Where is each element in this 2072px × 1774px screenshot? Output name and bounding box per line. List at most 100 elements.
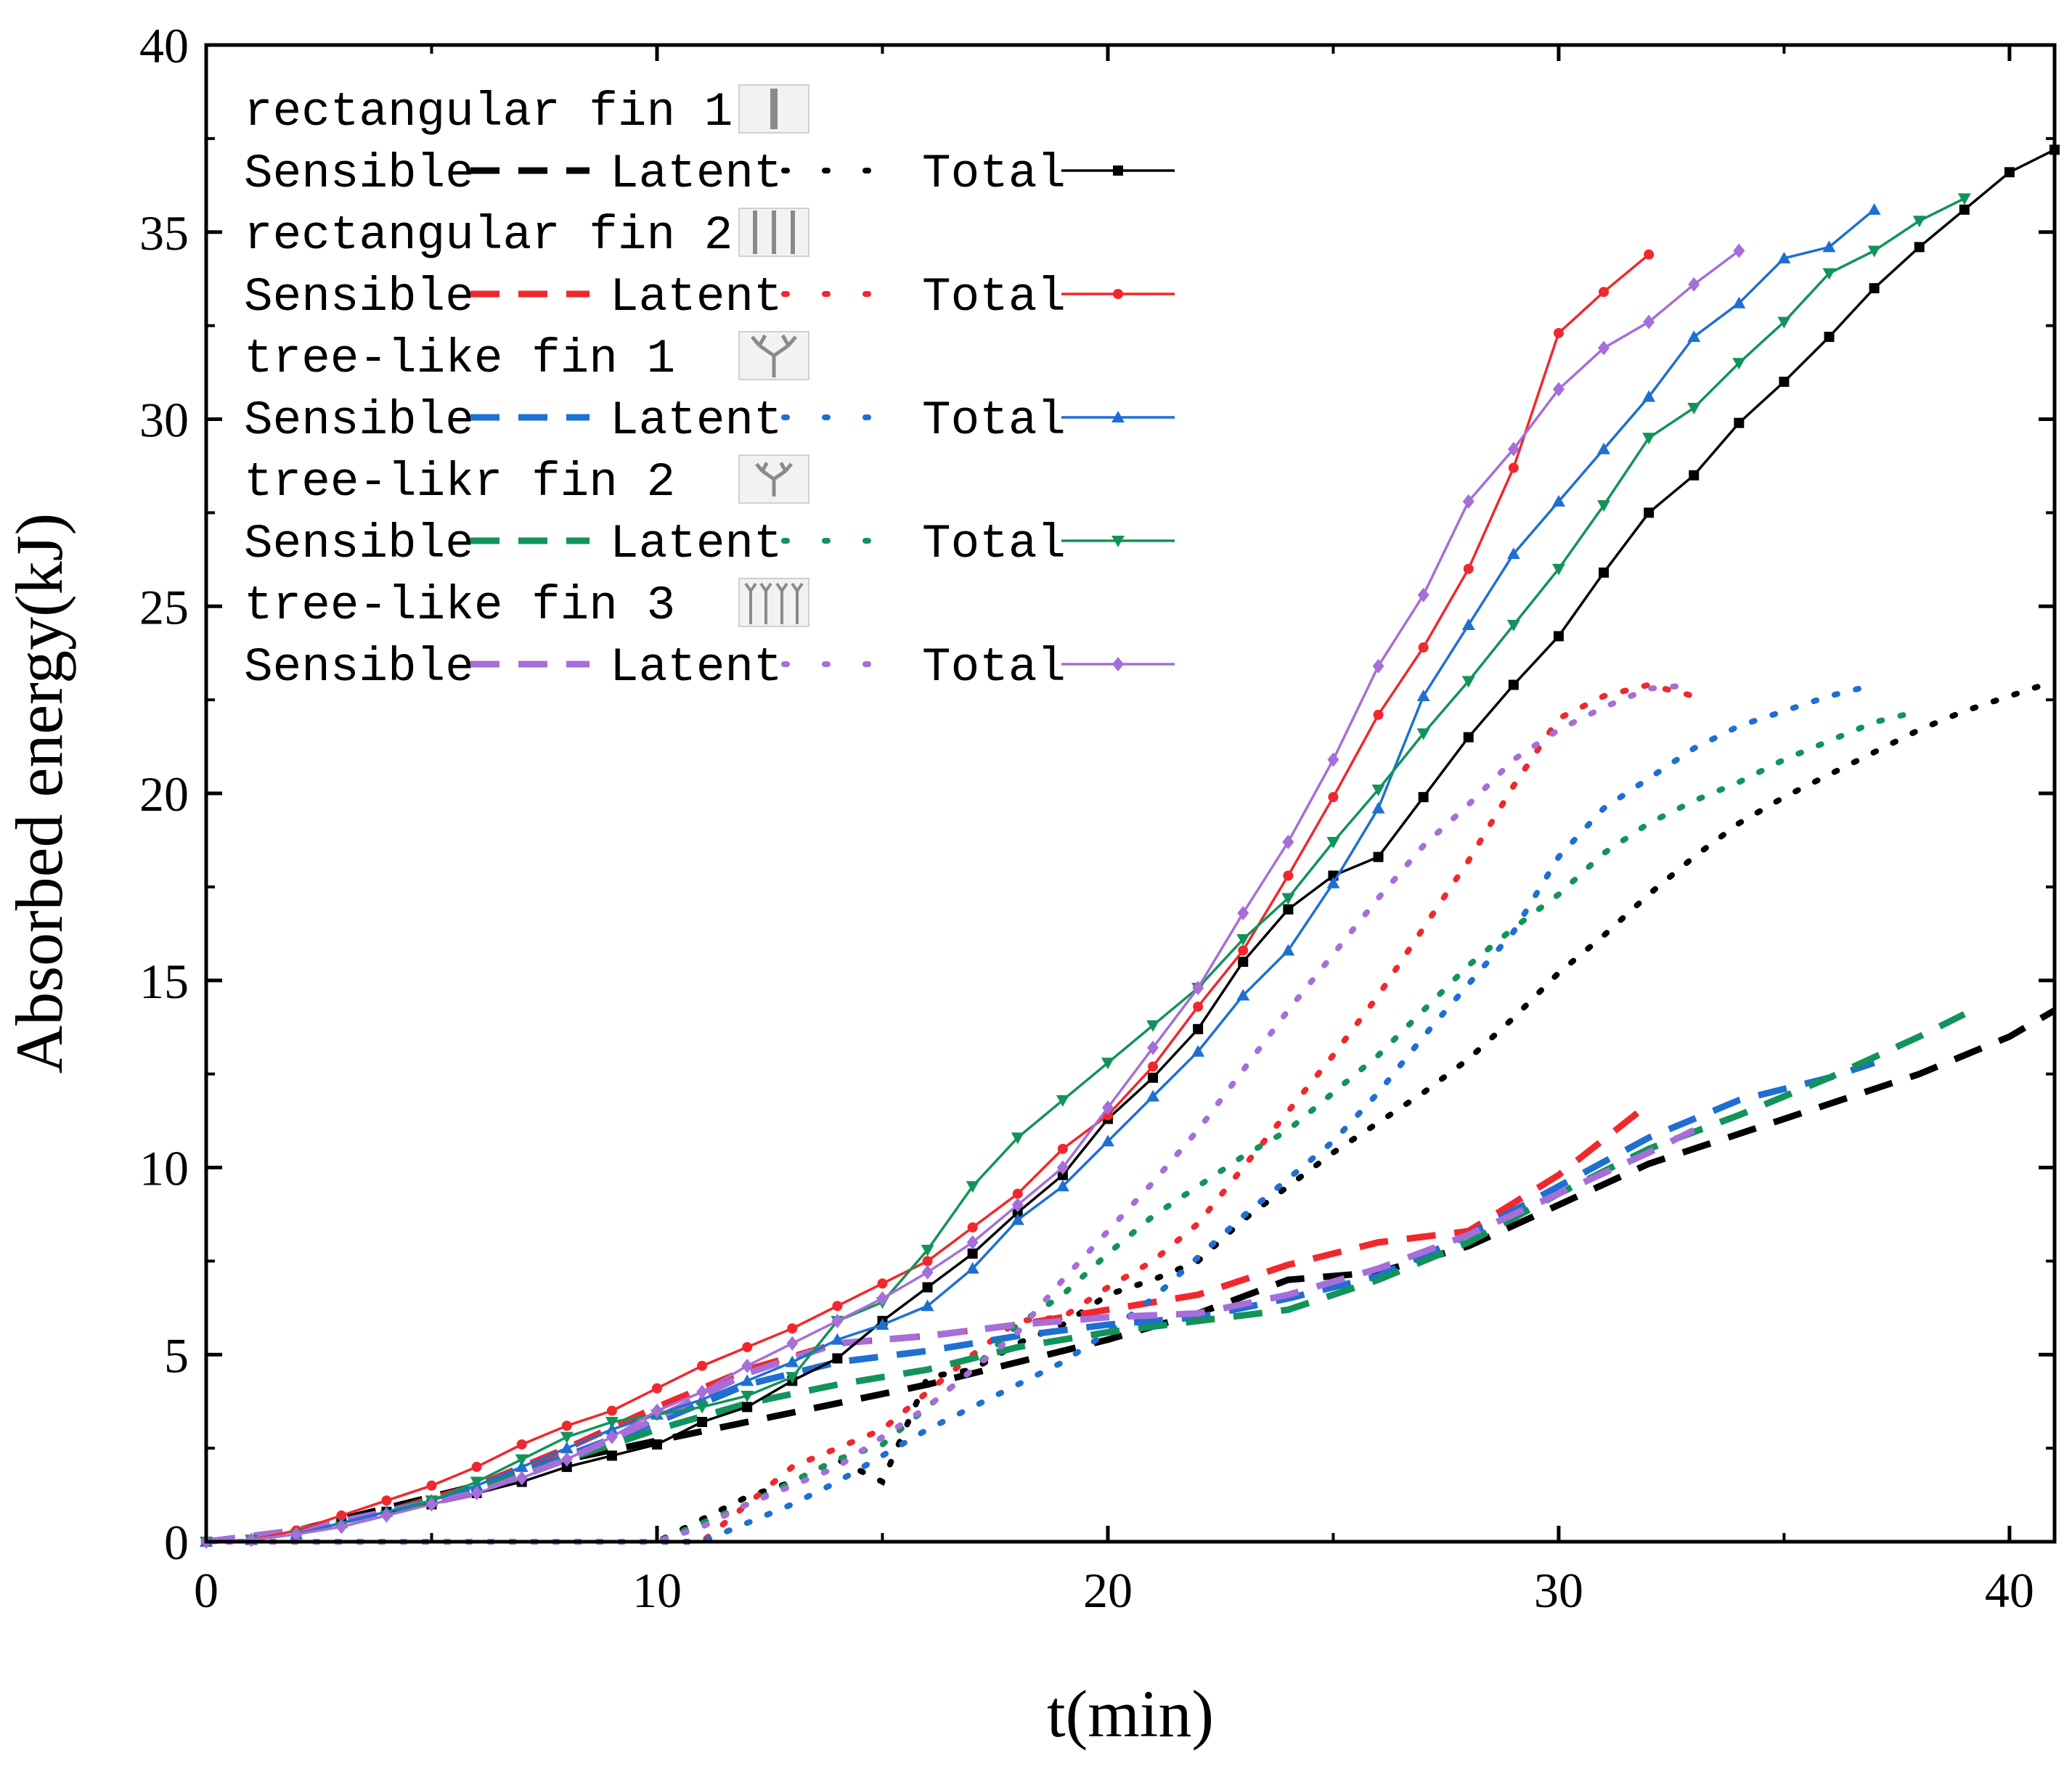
data-point-rectangular-fin-2-total — [426, 1480, 437, 1491]
data-point-tree-like-fin-3-total — [966, 1235, 979, 1250]
legend-group-title-tree-like-fin-3: tree-like fin 3 — [244, 579, 675, 633]
data-point-rectangular-fin-2-total — [471, 1461, 482, 1472]
data-point-tree-like-fin-3-total — [1462, 494, 1475, 509]
data-point-tree-like-fin-1-total — [1191, 1045, 1205, 1057]
data-point-rectangular-fin-1-total — [1508, 679, 1519, 690]
series-line-tree-likr-fin-2-latent — [203, 708, 1922, 1545]
series-line-rectangular-fin-2-latent — [203, 682, 1697, 1545]
data-point-tree-like-fin-3-total — [1056, 1160, 1069, 1175]
x-tick-label: 30 — [1534, 1563, 1583, 1618]
data-point-tree-like-fin-1-total — [1281, 944, 1295, 956]
plot-frame — [204, 43, 2057, 1544]
data-point-rectangular-fin-1-total — [1373, 851, 1384, 862]
data-point-tree-likr-fin-2-total — [515, 1454, 529, 1466]
data-point-tree-likr-fin-2-total — [1011, 1132, 1024, 1145]
data-point-rectangular-fin-2-total — [1644, 249, 1655, 260]
data-point-rectangular-fin-2-total — [1463, 563, 1474, 574]
legend-label-total: Total — [922, 147, 1066, 201]
data-point-tree-like-fin-3-total — [1282, 835, 1294, 850]
legend-label-latent: Latent — [610, 517, 783, 571]
data-point-tree-like-fin-1-total — [1642, 390, 1656, 402]
data-point-rectangular-fin-1-total — [742, 1402, 753, 1413]
legend-label-sensible: Sensible — [244, 270, 474, 324]
data-point-tree-like-fin-3-total — [650, 1403, 663, 1418]
tick-layer: 0 10 20 30 40 0 5 10 15 20 25 30 35 40 — [139, 18, 2055, 1618]
data-point-tree-likr-fin-2-total — [560, 1431, 574, 1444]
data-point-rectangular-fin-2-total — [381, 1495, 392, 1506]
data-point-tree-likr-fin-2-total — [1236, 934, 1250, 947]
fin-branch — [755, 462, 793, 496]
data-point-rectangular-fin-2-total — [336, 1510, 347, 1521]
data-point-tree-like-fin-3-total — [1237, 905, 1249, 920]
data-point-tree-likr-fin-2-total — [1506, 620, 1520, 632]
data-point-tree-like-fin-1-total — [1597, 442, 1611, 454]
data-point-tree-like-fin-3-total — [1733, 243, 1745, 258]
data-point-tree-like-fin-1-total — [876, 1318, 889, 1330]
data-point-rectangular-fin-2-total — [697, 1360, 708, 1371]
legend-label-latent: Latent — [610, 393, 783, 448]
data-point-rectangular-fin-2-total — [1418, 642, 1429, 653]
legend-label-total: Total — [922, 393, 1066, 448]
data-point-rectangular-fin-2-total — [1193, 1001, 1204, 1012]
data-point-rectangular-fin-1-total — [1553, 631, 1564, 642]
data-point-tree-likr-fin-2-total — [1146, 1020, 1160, 1032]
data-point-rectangular-fin-1-total — [1959, 204, 1970, 215]
x-tick-label: 10 — [632, 1563, 682, 1618]
data-point-tree-like-fin-1-total — [831, 1333, 844, 1345]
data-point-tree-like-fin-1-total — [605, 1423, 619, 1435]
data-point-rectangular-fin-2-total — [1238, 945, 1249, 956]
data-point-rectangular-fin-2-total — [1148, 1061, 1159, 1072]
data-point-tree-like-fin-3-total — [1598, 340, 1610, 356]
data-point-rectangular-fin-2-total — [967, 1222, 978, 1233]
data-point-tree-like-fin-3-total — [741, 1358, 754, 1373]
data-point-rectangular-fin-1-total — [561, 1461, 572, 1472]
data-point-tree-likr-fin-2-total — [1732, 358, 1746, 370]
data-point-rectangular-fin-1-total — [922, 1282, 933, 1293]
data-point-tree-like-fin-1-total — [1146, 1090, 1160, 1102]
tree-like-fin-1-icon — [738, 331, 809, 380]
data-point-tree-like-fin-3-total — [831, 1313, 844, 1328]
series-line-rectangular-fin-1-total — [205, 148, 2055, 1543]
data-point-rectangular-fin-1-total — [651, 1439, 662, 1450]
data-point-tree-like-fin-3-total — [515, 1471, 528, 1486]
y-tick-label: 35 — [139, 205, 189, 261]
data-point-tree-likr-fin-2-total — [1551, 563, 1565, 576]
data-point-tree-like-fin-3-total — [380, 1508, 393, 1523]
series-line-tree-like-fin-1-total — [205, 208, 1875, 1543]
legend-marker-rectangular-fin-1 — [1113, 165, 1123, 176]
data-point-tree-like-fin-1-total — [1551, 494, 1565, 507]
data-point-tree-like-fin-1-total — [921, 1299, 934, 1312]
fin-bar — [770, 89, 778, 129]
data-point-rectangular-fin-2-total — [1373, 709, 1384, 720]
data-point-rectangular-fin-1-total — [1463, 732, 1474, 743]
data-point-tree-likr-fin-2-total — [966, 1181, 979, 1193]
data-point-rectangular-fin-1-total — [1644, 507, 1655, 518]
y-tick-label: 20 — [139, 767, 189, 822]
data-point-tree-likr-fin-2-total — [1957, 193, 1971, 205]
data-point-tree-like-fin-3-total — [1192, 981, 1204, 996]
legend-label-total: Total — [922, 517, 1066, 571]
data-point-rectangular-fin-2-total — [922, 1256, 933, 1267]
data-point-tree-like-fin-1-total — [1326, 876, 1340, 888]
data-point-rectangular-fin-1-total — [1599, 567, 1610, 578]
fin-branch — [744, 582, 757, 624]
data-point-tree-like-fin-1-total — [1822, 240, 1836, 253]
data-point-tree-like-fin-3-total — [696, 1384, 709, 1399]
data-point-rectangular-fin-2-total — [832, 1301, 843, 1312]
single-rectangular-fin-icon — [738, 84, 809, 134]
data-point-tree-like-fin-1-total — [741, 1374, 754, 1386]
data-point-tree-like-fin-3-total — [425, 1497, 438, 1512]
legend-label-sensible: Sensible — [244, 147, 474, 201]
tree-like-fin-2-icon — [738, 454, 809, 504]
x-axis-title: t(min) — [1047, 1677, 1214, 1751]
data-point-tree-likr-fin-2-total — [1371, 784, 1385, 796]
data-point-rectangular-fin-1-total — [967, 1248, 978, 1259]
data-point-tree-like-fin-1-total — [1506, 547, 1520, 560]
data-point-rectangular-fin-2-total — [1283, 870, 1294, 881]
data-point-rectangular-fin-2-total — [1328, 792, 1339, 803]
double-rectangular-fin-icon — [738, 208, 809, 257]
data-point-tree-like-fin-3-total — [605, 1429, 618, 1444]
data-point-tree-likr-fin-2-total — [1281, 893, 1295, 905]
data-point-tree-like-fin-1-total — [786, 1355, 799, 1368]
data-point-tree-likr-fin-2-total — [921, 1244, 934, 1256]
